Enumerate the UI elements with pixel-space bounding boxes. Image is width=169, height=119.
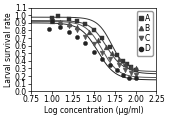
- Point: [96, 39, 99, 41]
- Point: [130, 66, 133, 68]
- Point: [109, 58, 112, 60]
- Point: [92, 30, 95, 31]
- Point: [109, 46, 112, 48]
- Point: [48, 28, 51, 30]
- Point: [109, 64, 112, 66]
- Point: [76, 20, 78, 22]
- Point: [57, 15, 60, 17]
- Point: [67, 31, 70, 33]
- Point: [50, 20, 53, 22]
- Point: [101, 37, 103, 39]
- Point: [50, 20, 53, 22]
- Point: [84, 23, 87, 25]
- X-axis label: Log concentration (μg/ml): Log concentration (μg/ml): [44, 106, 143, 115]
- Point: [92, 43, 95, 45]
- Point: [67, 25, 70, 27]
- Point: [130, 66, 133, 68]
- Point: [122, 60, 124, 62]
- Y-axis label: Larval survival rate: Larval survival rate: [4, 12, 13, 87]
- Point: [134, 74, 137, 76]
- Point: [76, 26, 78, 28]
- Point: [92, 51, 95, 53]
- Point: [124, 63, 127, 65]
- Point: [116, 69, 118, 71]
- Point: [105, 46, 107, 48]
- Point: [88, 31, 91, 33]
- Point: [127, 77, 130, 79]
- Point: [101, 58, 103, 60]
- Point: [117, 64, 120, 66]
- Point: [111, 52, 113, 54]
- Point: [84, 36, 87, 37]
- Point: [117, 58, 120, 60]
- Point: [124, 69, 127, 71]
- Point: [116, 54, 118, 56]
- Point: [59, 26, 62, 28]
- Point: [76, 30, 78, 31]
- Point: [122, 74, 124, 76]
- Legend: A, B, C, D: A, B, C, D: [137, 12, 153, 55]
- Point: [67, 23, 70, 25]
- Point: [134, 77, 137, 79]
- Point: [101, 52, 103, 54]
- Point: [134, 67, 137, 69]
- Point: [50, 17, 53, 18]
- Point: [134, 69, 137, 71]
- Point: [50, 20, 53, 22]
- Point: [67, 18, 70, 20]
- Point: [59, 21, 62, 23]
- Point: [59, 22, 62, 24]
- Point: [130, 72, 133, 74]
- Point: [84, 42, 87, 44]
- Point: [76, 36, 78, 37]
- Point: [126, 63, 128, 65]
